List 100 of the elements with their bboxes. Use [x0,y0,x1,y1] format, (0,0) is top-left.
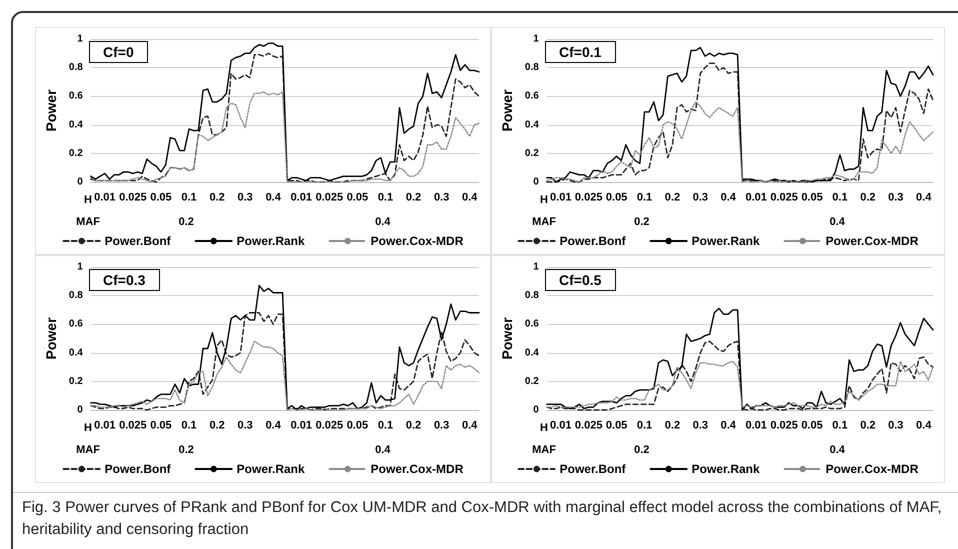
x-tick-label: 0.1 [378,420,394,432]
line-series [90,284,480,411]
y-tick-label: 0.8 [524,290,540,302]
y-tick-label: 0.2 [68,376,84,387]
x-tick-label: 0.2 [664,420,680,432]
x-tick-label: 0.05 [801,420,823,432]
y-tick-label: 0.8 [68,290,84,302]
x-tick-label: 0.1 [832,420,848,432]
x-tick-label: 0.025 [574,192,602,204]
x-tick-label: 0.2 [860,192,876,204]
legend-label: Power.Bonf [104,234,172,248]
x-tick-label: 0.4 [720,420,737,432]
text: 0.2 [634,444,650,456]
x-tick-label: 0.3 [434,420,450,432]
y-tick-label: 0.6 [524,318,540,330]
chart-title: Cf=0.3 [103,272,146,288]
legend-label: Power.Rank [692,234,760,248]
legend-label: Power.Bonf [104,462,172,476]
line-series [546,101,934,183]
x-tick-label: 0.025 [119,420,147,432]
x-tick-label: 0.1 [636,192,652,204]
x-tick-label: 0.2 [860,420,876,432]
x-tick-label: 0.4 [266,420,282,432]
y-tick-label: 0.8 [524,62,540,74]
y-tick-label: 1 [533,262,540,272]
x-tick-label: 0.3 [888,192,904,204]
y-tick-label: 0.2 [524,148,540,159]
y-tick-label: 1 [533,34,540,44]
legend-label: Power.Cox-MDR [826,462,919,476]
x-tick-label: 0.2 [209,420,225,432]
x-tick-label: 0.1 [636,420,652,432]
x-tick-label: 0.05 [346,420,368,432]
x-tick-label: 0.3 [237,192,253,204]
x-tick-label: 0.4 [266,192,282,204]
text: MAF [532,216,556,228]
x-tick-label: 0.01 [745,192,767,204]
x-tick-label: 0.4 [916,420,932,432]
x-tick-label: 0.2 [406,192,422,204]
legend-label: Power.Rank [236,462,306,476]
x-tick-label: 0.4 [916,192,932,204]
y-axis-title: Power [499,88,515,132]
x-tick-label: 0.01 [290,420,312,432]
line-series [546,340,934,411]
x-tick-label: 0.025 [770,192,798,204]
text: 0.4 [375,216,392,228]
text: H [84,194,92,206]
x-tick-label: 0.025 [316,192,344,204]
y-tick-label: 0 [533,404,540,416]
y-tick-label: 0.4 [524,347,540,358]
y-tick-label: 0.2 [524,376,540,387]
text: MAF [76,444,100,456]
x-tick-label: 0.05 [606,420,628,432]
legend-label: Power.Bonf [560,462,627,476]
line-series [546,360,934,408]
x-tick-label: 0.3 [692,420,708,432]
text: H [540,422,548,434]
line-series [90,340,480,411]
legend-label: Power.Cox-MDR [370,462,464,476]
text: H [84,422,92,434]
text: 0.2 [178,444,194,456]
x-tick-label: 0.2 [664,192,680,204]
x-tick-label: 0.01 [550,192,572,204]
x-tick-label: 0.4 [720,192,737,204]
y-tick-label: 1 [77,34,84,44]
x-tick-label: 0.025 [770,420,798,432]
text: 0.2 [178,216,194,228]
text: 0.4 [830,444,846,456]
x-tick-label: 0.01 [94,192,116,204]
y-axis-title: Power [43,88,59,132]
chart-title: Cf=0 [103,44,134,60]
x-tick-label: 0.3 [888,420,904,432]
text: 0.2 [634,216,650,228]
x-tick-label: 0.05 [606,192,628,204]
y-axis-title: Power [499,316,515,360]
line-series [90,91,480,183]
legend-label: Power.Cox-MDR [826,234,919,248]
x-tick-label: 0.1 [378,192,394,204]
y-tick-label: 0.6 [524,90,540,102]
text: 0.4 [375,444,392,456]
x-tick-label: 0.05 [150,420,172,432]
text: MAF [532,444,556,456]
chart-title: Cf=0.5 [559,272,602,288]
x-tick-label: 0.3 [237,420,253,432]
line-series [90,312,480,411]
y-tick-label: 0.4 [68,347,84,358]
x-tick-label: 0.025 [574,420,602,432]
text: H [540,194,548,206]
x-tick-label: 0.01 [550,420,572,432]
line-series [546,308,934,411]
caption: Fig. 3 Power curves of PRank and PBonf for Cox UM-MDR and Cox-MDR with marginal effect model across the combinations of MAF, heritability and censoring fraction [22,498,943,540]
x-tick-label: 0.01 [745,420,767,432]
y-tick-label: 0 [77,404,84,416]
text: MAF [76,216,100,228]
y-tick-label: 0.6 [68,318,84,330]
x-tick-label: 0.1 [181,192,197,204]
x-tick-label: 0.05 [150,192,172,204]
x-tick-label: 0.01 [94,420,116,432]
legend-label: Power.Cox-MDR [370,234,464,248]
y-tick-label: 0.4 [68,119,84,130]
x-tick-label: 0.2 [209,192,225,204]
